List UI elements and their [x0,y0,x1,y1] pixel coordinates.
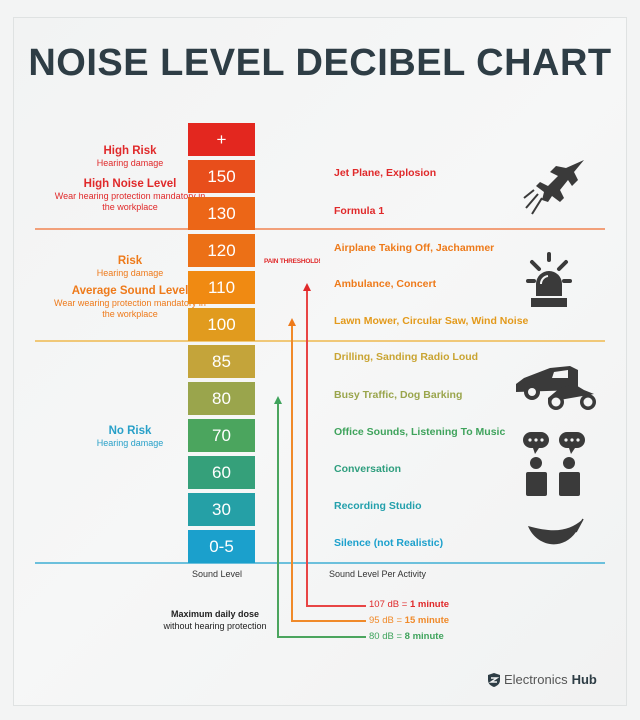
zone-heading: High Noise Level [83,178,177,190]
brand-name-light: Electronics [504,672,568,687]
sound-level-caption: Sound Level [192,569,243,579]
conversation-people-icon [523,432,585,496]
activity-label: Lawn Mower, Circular Saw, Wind Noise [334,315,529,327]
zone-sub: Hearing damage [96,268,164,278]
page-title: NOISE LEVEL DECIBEL CHART [28,42,612,84]
dose-time: 15 minute [404,615,450,626]
zone-sub: Hearing damage [96,438,164,448]
level-box-30: 30 [188,493,255,526]
level-box-100: 100 [188,308,255,341]
activity-label: Jet Plane, Explosion [334,167,437,179]
activity-label: Drilling, Sanding Radio Loud [334,351,479,363]
arrow-up-icon [274,396,282,404]
level-box-0-5: 0-5 [188,530,255,563]
brand-name-bold: Hub [571,672,597,687]
siren-icon [526,252,572,307]
zone-risk: Risk Hearing damage [40,254,220,279]
zone-heading: Risk [117,255,143,267]
dose-time: 1 minute [409,599,450,610]
activity-label: Ambulance, Concert [334,278,437,290]
activity-label: Busy Traffic, Dog Barking [334,389,463,401]
orange-dose-line [291,326,293,621]
arrow-up-icon [288,318,296,326]
brand-logo: Electronics Hub [488,672,597,687]
zone-high-risk: High Risk Hearing damage [40,144,220,169]
dose-eq: = [396,615,403,626]
zone-no-risk: No Risk Hearing damage [40,424,220,449]
zone-sub: Wear wearing protection mandatory in the… [54,298,206,319]
activity-label: Airplane Taking Off, Jachammer [334,242,495,254]
level-box-plus: + [188,123,255,156]
level-box-70: 70 [188,419,255,452]
dose-eq: = [396,631,403,642]
activity-label: Recording Studio [334,500,422,512]
arrow-up-icon [303,283,311,291]
zone-heading: Average Sound Level [71,285,189,297]
divider-risk [35,340,605,342]
zone-average: Average Sound Level Wear wearing protect… [50,284,210,320]
level-box-80: 80 [188,382,255,415]
level-box-85: 85 [188,345,255,378]
chart-frame [13,17,627,706]
level-box-120: 120 [188,234,255,267]
fighter-jet-icon [523,160,584,215]
dose-db: 95 dB [369,615,394,626]
dose-80: 80 dB = 8 minute [369,631,444,642]
feather-icon [528,518,584,545]
zone-sub: Hearing damage [96,158,164,168]
level-box-60: 60 [188,456,255,489]
zone-heading: High Risk [103,145,157,157]
divider-high-risk [35,228,605,230]
zone-high-noise: High Noise Level Wear hearing protection… [50,177,210,213]
activity-label: Office Sounds, Listening To Music [334,426,506,438]
activity-label: Conversation [334,463,402,475]
dose-db: 107 dB [369,599,400,610]
max-dose-line2: without hearing protection [163,621,267,631]
level-box-150: 150 [188,160,255,193]
dose-db: 80 dB [369,631,394,642]
zone-sub: Wear hearing protection mandatory in the… [54,191,206,212]
dose-time: 8 minute [404,631,444,642]
green-dose-line [277,404,279,637]
per-activity-caption: Sound Level Per Activity [329,569,427,579]
level-box-110: 110 [188,271,255,304]
dose-eq: = [401,599,408,610]
green-dose-connector [277,636,366,638]
car-motorcycle-icon [516,366,596,410]
activity-label: Formula 1 [334,205,385,217]
dose-95: 95 dB = 15 minute [369,615,449,626]
pain-threshold-label: PAIN THRESHOLD! [264,258,321,265]
max-dose-line1: Maximum daily dose [170,609,260,619]
activity-label: Silence (not Realistic) [334,537,444,549]
zone-heading: No Risk [108,425,152,437]
dose-107: 107 dB = 1 minute [369,599,449,610]
orange-dose-connector [291,620,366,622]
level-box-130: 130 [188,197,255,230]
red-dose-connector [306,605,366,607]
red-dose-line [306,291,308,606]
max-daily-dose-caption: Maximum daily dose without hearing prote… [140,608,290,632]
divider-no-risk [35,562,605,564]
shield-icon [488,672,500,687]
